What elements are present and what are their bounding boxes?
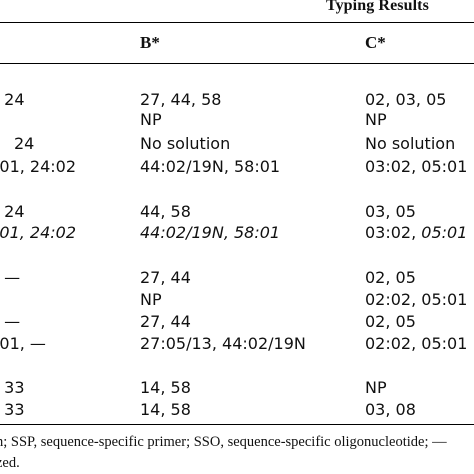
row-8-col-c: 02:02, 05:01 [365, 290, 468, 309]
footnote-line-1: n; SSP, sequence-specific primer; SSO, s… [0, 434, 447, 450]
row-6-col-b-italic: 44:02/19N, 58:01 [140, 223, 281, 242]
row-5-col-b: 44, 58 [140, 202, 191, 221]
row-9-col-b: 27, 44 [140, 312, 191, 331]
row-6-col-c-italic: 05:01 [421, 223, 468, 242]
row-5-col-c: 03, 05 [365, 202, 416, 221]
row-7-col-c: 02, 05 [365, 268, 416, 287]
row-11-col-b: 14, 58 [140, 378, 191, 397]
row-6-col-b: 44:02/19N, 58:01 [140, 225, 280, 241]
row-9-col-a: , — [0, 312, 21, 331]
column-header-c: C* [365, 33, 386, 52]
row-2-col-c: NP [365, 110, 387, 129]
row-7-col-a: , — [0, 268, 21, 287]
row-9-col-c: 02, 05 [365, 312, 416, 331]
row-4-col-b: 44:02/19N, 58:01 [140, 157, 281, 176]
row-1-col-a: , 24 [0, 90, 25, 109]
row-10-col-a: :01, — [0, 334, 46, 353]
row-1-col-b: 27, 44, 58 [140, 90, 222, 109]
row-3-col-c: No solution [365, 134, 456, 153]
row-12-col-c: 03, 08 [365, 400, 416, 419]
row-12-col-a: , 33 [0, 400, 25, 419]
row-6-col-a-italic: :01, 24:02 [0, 223, 77, 242]
row-4-col-c: 03:02, 05:01 [365, 157, 468, 176]
row-12-col-b: 14, 58 [140, 400, 191, 419]
row-4-col-a: :01, 24:02 [0, 157, 77, 176]
row-2-col-b: NP [140, 110, 162, 129]
row-6-col-c: 03:02, 05:01 [365, 223, 468, 242]
row-8-col-b: NP [140, 290, 162, 309]
row-7-col-b: 27, 44 [140, 268, 191, 287]
table-bottom-rule [0, 424, 474, 425]
row-10-col-b: 27:05/13, 44:02/19N [140, 334, 306, 353]
row-11-col-c: NP [365, 378, 387, 397]
row-1-col-c: 02, 03, 05 [365, 90, 447, 109]
row-10-col-c: 02:02, 05:01 [365, 334, 468, 353]
row-6-col-a: :01, 24:02 [0, 225, 76, 241]
row-3-col-b: No solution [140, 134, 231, 153]
row-11-col-a: , 33 [0, 378, 25, 397]
header-bottom-rule [0, 63, 474, 64]
typing-results-heading: Typing Results [326, 0, 429, 14]
footnote-line-2: zed. [0, 455, 20, 471]
header-top-rule [0, 22, 474, 23]
row-3-col-a: 24 [14, 134, 35, 153]
column-header-b: B* [140, 33, 160, 52]
row-5-col-a: , 24 [0, 202, 25, 221]
